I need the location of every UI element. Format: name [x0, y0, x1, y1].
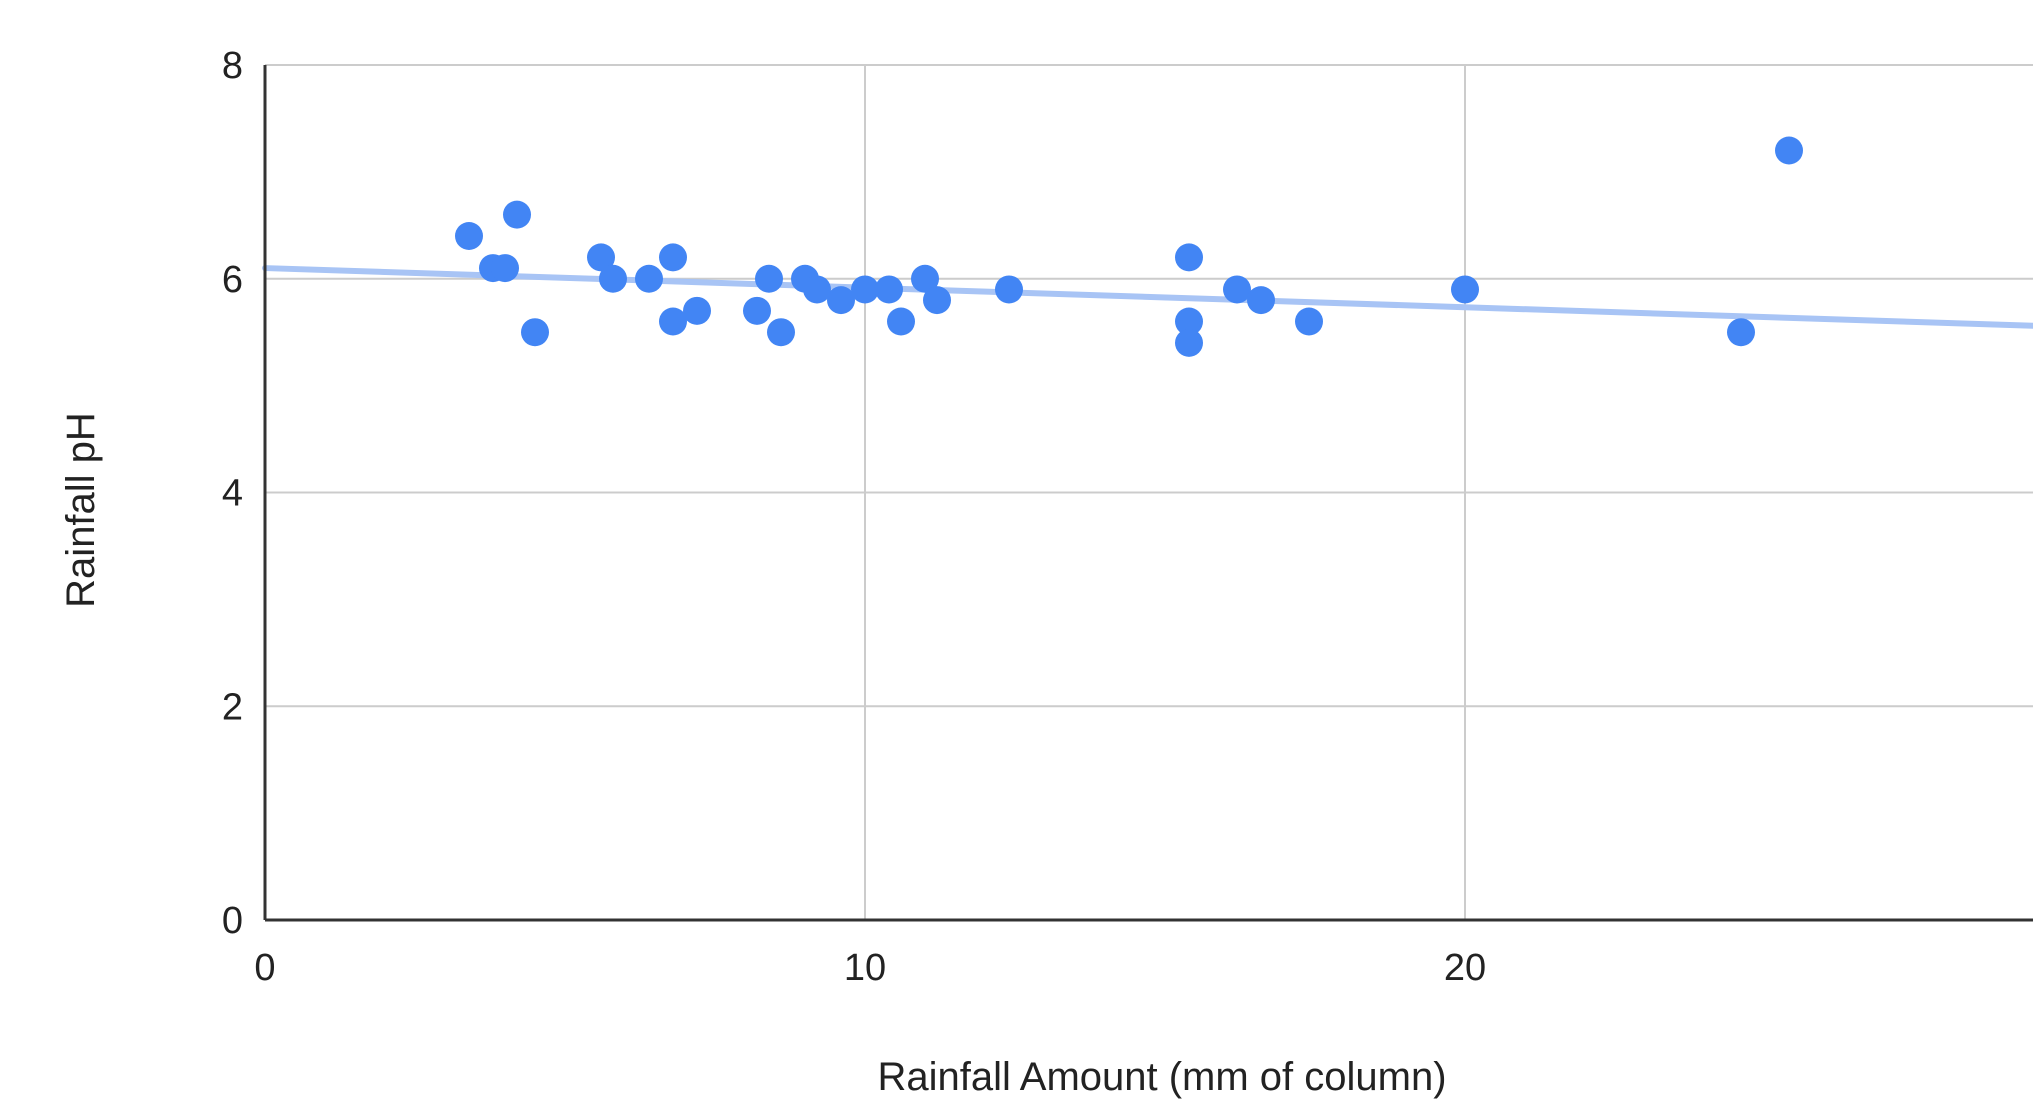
data-point [911, 264, 939, 293]
tick-labels: 0 2 4 6 8 0 10 20 [222, 45, 1486, 989]
data-point [887, 307, 915, 336]
data-point [1175, 328, 1203, 357]
axes [263, 65, 2033, 922]
data-point [1775, 136, 1803, 165]
y-tick-label: 4 [222, 473, 243, 515]
y-tick-label: 8 [222, 45, 243, 87]
data-point [995, 275, 1023, 304]
data-point [851, 275, 879, 304]
y-tick-label: 6 [222, 259, 243, 301]
y-axis-title: Rainfall pH [59, 412, 103, 608]
x-tick-label: 0 [254, 947, 275, 989]
data-point [683, 296, 711, 325]
data-point [875, 275, 903, 304]
data-point [587, 243, 615, 272]
y-tick-label: 2 [222, 686, 243, 728]
data-point [1727, 318, 1755, 347]
data-point [743, 296, 771, 325]
data-point [455, 222, 483, 250]
data-point [635, 264, 663, 293]
x-axis-title: Rainfall Amount (mm of column) [877, 1055, 1446, 1099]
data-point [599, 264, 627, 293]
data-point [521, 318, 549, 347]
y-tick-label: 0 [222, 900, 243, 942]
data-point [1175, 307, 1203, 336]
data-points [455, 136, 1803, 357]
data-point [803, 275, 831, 304]
data-point [659, 243, 687, 272]
data-point [1295, 307, 1323, 336]
data-point [1223, 275, 1251, 304]
data-point [503, 200, 531, 229]
data-point [1175, 243, 1203, 272]
data-point [923, 286, 951, 315]
data-point [491, 254, 519, 283]
data-point [1451, 275, 1479, 304]
data-point [827, 286, 855, 315]
trendline-layer [262, 265, 2033, 329]
grid-lines [265, 64, 2033, 920]
data-point [659, 307, 687, 336]
x-tick-label: 10 [844, 947, 886, 989]
trendline [262, 265, 2033, 329]
x-tick-label: 20 [1444, 947, 1486, 989]
data-point [767, 318, 795, 347]
data-point [1247, 286, 1275, 315]
data-point [755, 264, 783, 293]
